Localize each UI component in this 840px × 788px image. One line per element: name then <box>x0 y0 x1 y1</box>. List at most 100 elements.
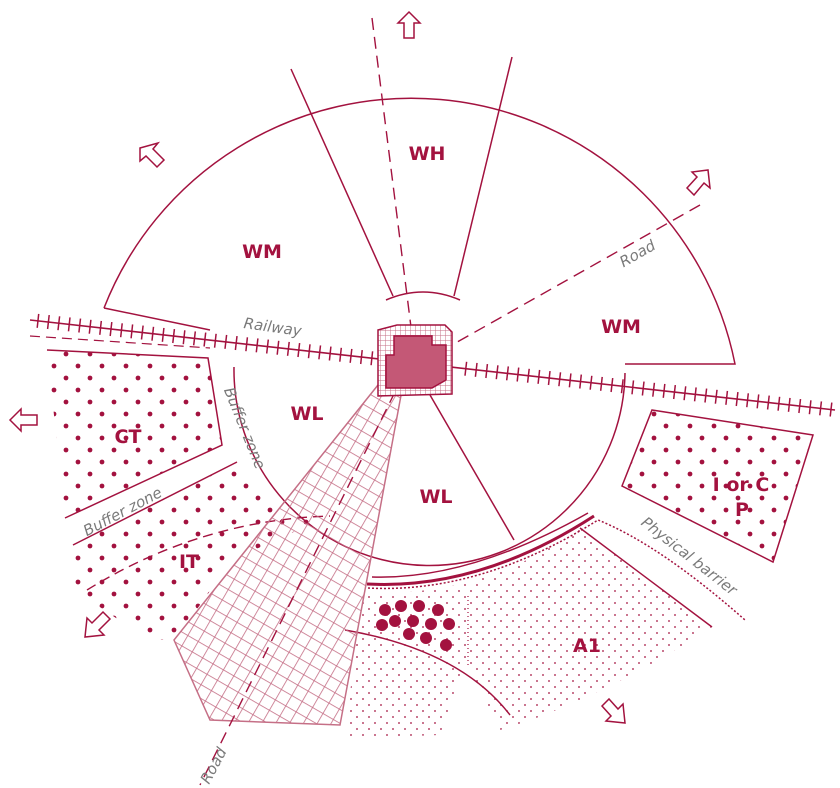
road-lower-label: Road <box>197 744 231 787</box>
rail-tie <box>349 348 353 363</box>
rail-tie <box>704 388 708 403</box>
rail-tie <box>328 346 332 361</box>
arrow-northeast-icon <box>685 169 711 197</box>
rail-tie <box>808 400 812 415</box>
barrier-inner <box>371 512 589 578</box>
rail-tie <box>265 339 270 354</box>
wh-inner-arc <box>385 291 461 301</box>
rail-tie <box>819 401 823 416</box>
rail-tie <box>99 320 103 335</box>
rail-tie <box>172 329 176 344</box>
rail-tie <box>714 389 718 404</box>
wm-left-cut <box>103 307 211 331</box>
rail-tie <box>725 390 729 405</box>
zone-labels: WH WM WM WL WL CT IT I or C P A1 <box>115 143 770 657</box>
rail-tie <box>652 382 656 397</box>
rail-tie <box>46 315 50 330</box>
rail-tie <box>829 402 833 417</box>
rail-tie <box>505 366 510 381</box>
barrier-wall <box>366 514 595 586</box>
ct-zone <box>29 335 223 519</box>
rail-tie <box>631 380 635 395</box>
rail-tie <box>610 378 614 393</box>
rail-tie <box>370 351 374 366</box>
rail-tie <box>339 347 343 362</box>
rail-tie <box>151 326 155 341</box>
a1-label: A1 <box>573 635 601 657</box>
rail-tie <box>109 322 113 337</box>
buffer-zone-vertical-label: Buffer zone <box>220 385 269 472</box>
railway-label: Railway <box>243 314 304 340</box>
wl-divider <box>429 394 515 541</box>
barrier-outer <box>367 519 746 621</box>
arrow-southwest-icon <box>84 610 112 638</box>
rail-tie <box>161 327 165 342</box>
arrow-south-icon <box>600 697 626 724</box>
road-north <box>371 17 413 336</box>
road-northeast <box>451 204 701 346</box>
wl-right-label: WL <box>419 486 452 508</box>
wh-label: WH <box>409 143 446 165</box>
rail-tie <box>589 375 593 390</box>
rail-tie <box>140 325 144 340</box>
wm-right-label: WM <box>601 316 641 338</box>
rail-tie <box>777 396 781 411</box>
rail-tie <box>119 323 123 338</box>
outer-ring-upper <box>103 97 736 365</box>
rail-tie <box>579 374 583 389</box>
rail-tie <box>57 316 61 331</box>
rail-tie <box>245 337 249 352</box>
large-dot-cluster <box>376 600 455 651</box>
rail-tie <box>568 373 572 388</box>
wh-wm-divider-right <box>453 56 513 297</box>
rail-tie <box>213 333 217 348</box>
rail-tie <box>130 324 134 339</box>
rail-tie <box>276 340 280 355</box>
rail-tie <box>192 331 197 346</box>
rail-tie <box>203 332 207 347</box>
industrial-zone <box>621 409 814 564</box>
rail-tie <box>672 385 677 400</box>
rail-tie <box>798 399 802 414</box>
rail-tie <box>746 393 750 408</box>
ct-label: CT <box>115 426 142 448</box>
road-southwest <box>199 391 396 786</box>
rail-tie <box>756 394 760 409</box>
arrow-north-icon <box>396 10 422 39</box>
p-label: P <box>735 499 749 521</box>
inner-circle-arc <box>233 366 626 567</box>
rail-tie <box>683 386 687 401</box>
roads <box>199 17 701 786</box>
rail-tie <box>641 381 645 396</box>
rail-tie <box>558 372 562 387</box>
arrow-icons <box>8 10 711 724</box>
outer-zones <box>103 56 736 365</box>
i-or-c-label: I or C <box>713 474 770 496</box>
rail-tie <box>766 395 770 410</box>
rail-tie <box>547 371 551 386</box>
rail-tie <box>735 392 739 407</box>
rail-tie <box>464 361 468 376</box>
wm-wh-divider-left <box>290 68 394 297</box>
wm-left-label: WM <box>242 241 282 263</box>
rail-tie <box>234 336 238 351</box>
rail-tie <box>224 334 228 349</box>
road-upper-label: Road <box>616 236 659 271</box>
rail-tie <box>537 369 541 384</box>
rail-tie <box>359 350 363 365</box>
rail-tie <box>620 379 624 394</box>
arrow-west-icon <box>8 407 38 433</box>
arrow-northwest-icon <box>139 141 166 169</box>
wl-left-label: WL <box>290 403 323 425</box>
inner-zones <box>233 366 746 621</box>
rail-tie <box>307 344 311 359</box>
rail-tie <box>526 368 530 383</box>
rail-tie <box>495 365 499 380</box>
rail-tie <box>286 341 290 356</box>
rail-tie <box>474 362 478 377</box>
rail-tie <box>88 319 92 334</box>
it-label: IT <box>179 551 199 573</box>
rail-tie <box>182 330 186 345</box>
rail-tie <box>297 343 301 358</box>
